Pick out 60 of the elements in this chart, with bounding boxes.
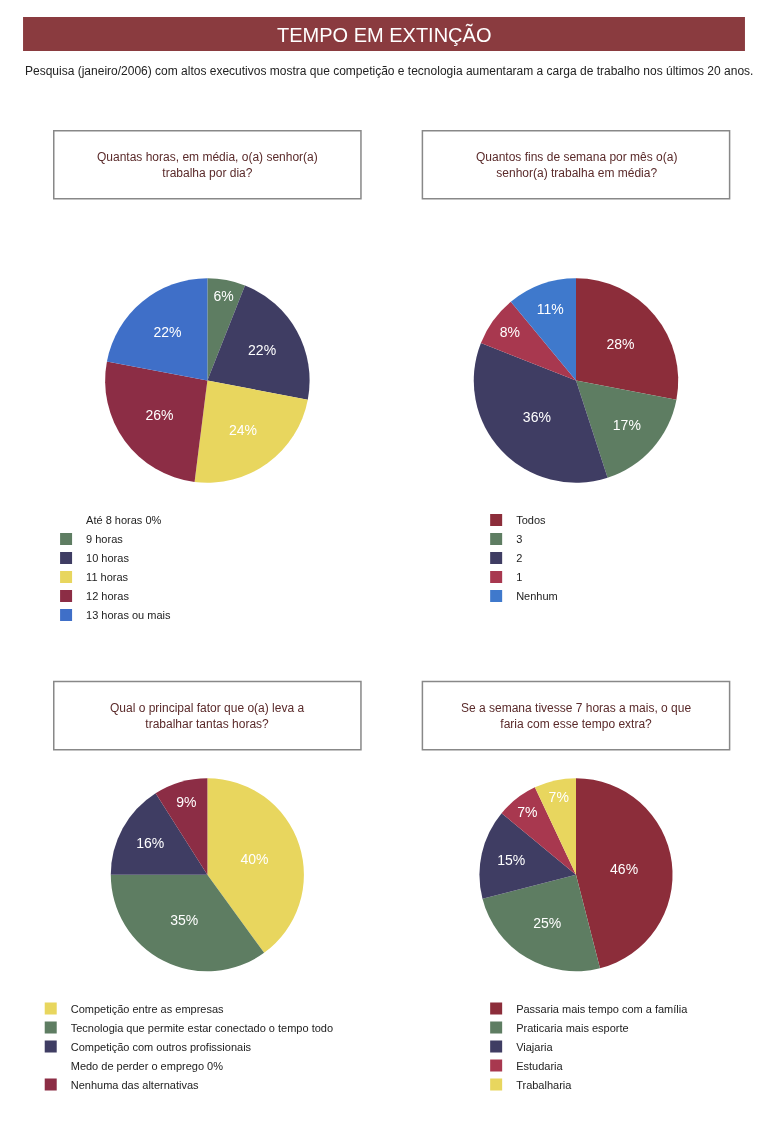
category-label: Até 8 horas 0% (86, 514, 162, 527)
data-label: 28% (606, 335, 635, 352)
pie-slice (110, 874, 265, 972)
legend-label: Passaria mais tempo com a família (516, 1002, 689, 1015)
data-label: 36% (522, 409, 551, 426)
pie-slice (473, 342, 608, 483)
data-label: 22% (248, 342, 277, 359)
data-label: 22% (153, 324, 182, 341)
legend-label: Praticaria mais esporte (516, 1021, 629, 1034)
pie-slice (576, 278, 679, 400)
data-label: 24% (229, 421, 258, 438)
data-label: 40% (240, 851, 269, 868)
pie-slice (576, 380, 677, 478)
pie-slice (207, 285, 310, 400)
pie-slice (576, 778, 673, 969)
data-label: 17% (612, 417, 641, 434)
chart-title: Se a semana tivesse 7 horas a mais, o que faria com esse tempo extra? (461, 701, 692, 731)
pie-slice (207, 778, 304, 953)
legend-label: 13 horas ou mais (86, 609, 171, 622)
chart-title: Quantos fins de semana por mês o(a) senhor(a) trabalha em média? (476, 150, 678, 180)
data-label: 46% (610, 860, 639, 877)
legend-label: Trabalharia (516, 1078, 573, 1091)
legend-label: Estudaria (516, 1059, 564, 1072)
data-label: 26% (145, 407, 174, 424)
data-label: 15% (497, 852, 526, 869)
legend-label: Nenhum (516, 590, 558, 603)
data-label: 11% (536, 300, 564, 317)
legend-label: Viajaria (516, 1040, 554, 1053)
chart-title: Quantas horas, em média, o(a) senhor(a) trabalha por dia? (97, 150, 318, 180)
legend-label: 2 (516, 552, 523, 565)
pie-slice (194, 380, 308, 483)
legend-label: 3 (516, 533, 523, 546)
data-label: 16% (136, 835, 165, 852)
text: Pesquisa (janeiro/2006) com altos executivos mostra que competição e tecnologia aumentaram a carga de trabalho nos últimos 20 anos. (25, 64, 754, 78)
legend-label: Todos (516, 514, 547, 527)
legend-label: 11 horas (86, 571, 129, 584)
data-label: 25% (533, 915, 562, 932)
data-label: 9% (176, 794, 197, 811)
pie-slice (110, 793, 208, 875)
chart-title: Qual o principal fator que o(a) leva a trabalhar tantas horas? (110, 701, 305, 731)
data-label: 6% (213, 287, 234, 304)
legend-label: 12 horas (86, 590, 130, 603)
pie-slice (105, 361, 208, 482)
legend-label: 9 horas (86, 533, 124, 546)
pie-slice (482, 874, 601, 972)
pie-slice (480, 301, 576, 381)
data-label: 7% (517, 804, 538, 821)
data-label: 35% (170, 912, 199, 929)
legend-label: Nenhuma das alternativas (70, 1078, 200, 1091)
pie-slice (207, 278, 245, 381)
legend-label: Competição entre as empresas (70, 1002, 225, 1015)
legend-label: Competição com outros profissionais (70, 1040, 252, 1053)
data-label: 7% (548, 789, 569, 806)
pie-slice (106, 278, 208, 381)
legend-label: 1 (516, 571, 523, 584)
legend-label: Tecnologia que permite estar conectado o tempo todo (70, 1021, 334, 1034)
data-label: 8% (499, 324, 520, 341)
text: TEMPO EM EXTINÇÃO (277, 23, 492, 46)
legend-label: 10 horas (86, 552, 130, 565)
category-label: Medo de perder o emprego 0% (70, 1059, 223, 1072)
